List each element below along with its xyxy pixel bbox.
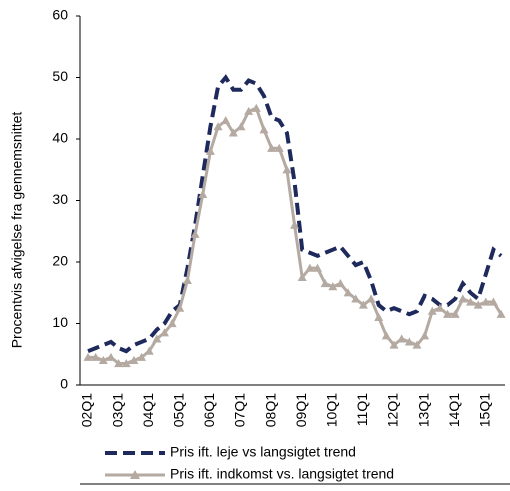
marker: [297, 272, 307, 281]
x-tick-label: 12Q1: [385, 393, 401, 427]
marker: [320, 279, 330, 288]
marker: [481, 297, 491, 306]
marker: [244, 106, 254, 115]
marker: [420, 331, 430, 340]
marker: [343, 288, 353, 297]
y-tick-label: 20: [52, 253, 68, 269]
marker: [91, 352, 101, 361]
marker: [137, 352, 147, 361]
marker: [213, 122, 223, 131]
marker: [466, 297, 475, 306]
y-axis-label: Procentvis afvigelse fra gennemsnittet: [9, 112, 25, 349]
marker: [259, 125, 269, 134]
marker: [228, 128, 238, 137]
marker: [160, 328, 169, 337]
marker: [175, 303, 185, 312]
marker: [335, 279, 345, 288]
x-tick-label: 02Q1: [79, 393, 95, 427]
x-tick-label: 10Q1: [324, 393, 340, 427]
x-tick-label: 05Q1: [171, 393, 187, 427]
marker: [374, 312, 384, 321]
marker: [182, 275, 192, 285]
marker: [236, 122, 246, 131]
marker: [83, 352, 93, 361]
marker: [412, 340, 422, 349]
x-tick-label: 06Q1: [201, 393, 217, 427]
marker: [198, 189, 208, 198]
marker: [144, 346, 154, 355]
marker: [381, 331, 391, 340]
marker: [496, 309, 506, 318]
marker: [205, 146, 215, 155]
x-tick-label: 14Q1: [446, 393, 462, 427]
marker: [443, 309, 453, 318]
x-tick-label: 13Q1: [415, 393, 431, 427]
marker: [106, 352, 116, 361]
marker: [328, 282, 338, 291]
y-tick-label: 50: [52, 68, 68, 84]
legend-label: Pris ift. indkomst vs. langsigtet trend: [170, 466, 394, 482]
marker: [313, 263, 322, 272]
marker: [221, 116, 231, 125]
x-tick-label: 15Q1: [477, 393, 493, 427]
marker: [473, 300, 483, 309]
y-tick-label: 10: [52, 314, 68, 330]
marker: [358, 300, 368, 309]
marker: [435, 303, 445, 312]
marker: [488, 297, 498, 306]
y-tick-label: 0: [60, 376, 68, 392]
marker: [274, 143, 284, 152]
legend-label: Pris ift. leje vs langsigtet trend: [170, 444, 356, 460]
marker: [458, 294, 468, 303]
marker: [282, 165, 292, 174]
marker: [389, 340, 399, 349]
marker: [290, 220, 300, 229]
marker: [98, 355, 108, 364]
marker: [152, 334, 162, 343]
x-tick-label: 11Q1: [354, 393, 370, 426]
legend-marker: [130, 470, 140, 479]
x-tick-label: 04Q1: [140, 393, 156, 427]
marker: [427, 306, 437, 315]
marker: [305, 263, 315, 272]
marker: [190, 229, 200, 238]
marker: [251, 103, 261, 112]
y-tick-label: 60: [52, 7, 68, 23]
y-tick-label: 30: [52, 191, 68, 207]
y-tick-label: 40: [52, 130, 68, 146]
x-tick-label: 07Q1: [232, 393, 248, 427]
marker: [351, 294, 361, 303]
x-tick-label: 03Q1: [109, 393, 125, 427]
x-tick-label: 08Q1: [262, 393, 278, 427]
series-line: [88, 106, 503, 365]
marker: [167, 319, 177, 328]
marker: [404, 337, 414, 346]
marker: [267, 143, 277, 152]
marker: [121, 358, 131, 368]
marker: [129, 355, 139, 364]
series-line: [87, 74, 503, 354]
marker: [450, 309, 460, 318]
x-tick-label: 09Q1: [293, 393, 309, 427]
marker: [366, 294, 376, 303]
marker: [114, 358, 124, 368]
marker: [397, 334, 407, 343]
